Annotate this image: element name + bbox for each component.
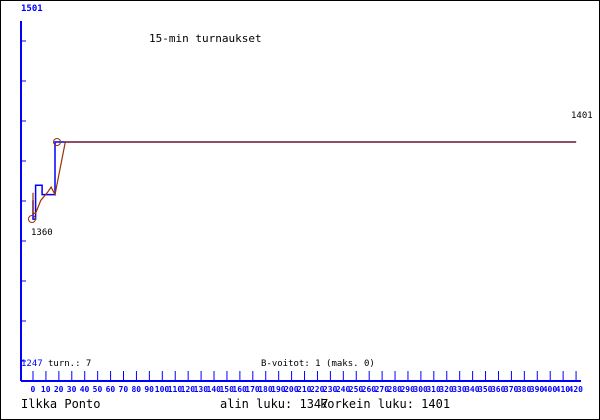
- player-name: Ilkka Ponto: [21, 397, 101, 411]
- x-tick-label: 220: [309, 385, 325, 394]
- x-tick-label: 380: [516, 385, 532, 394]
- x-tick-label: 310: [426, 385, 441, 394]
- x-tick-label: 230: [322, 385, 338, 394]
- x-tick-label: 170: [245, 385, 260, 394]
- x-tick-label: 320: [439, 385, 454, 394]
- b-wins: B-voitot: 1 (maks. 0): [261, 359, 375, 369]
- x-tick-label: 140: [206, 385, 221, 394]
- x-tick-label: 410: [555, 385, 571, 394]
- x-tick-label: 20: [53, 385, 64, 394]
- rating-line: [32, 141, 577, 220]
- x-tick-label: 60: [105, 385, 116, 394]
- x-tick-label: 420: [568, 385, 583, 394]
- x-tick-label: 160: [232, 385, 247, 394]
- x-tick-label: 400: [542, 385, 558, 394]
- x-tick-label: 370: [503, 385, 519, 394]
- x-tick-label: 260: [361, 385, 377, 394]
- lowest-rating: alin luku: 1347: [220, 397, 329, 411]
- chart-title: 15-min turnaukset: [149, 32, 262, 45]
- x-tick-label: 390: [529, 385, 545, 394]
- x-tick-label: 270: [374, 385, 390, 394]
- x-tick-label: 200: [284, 385, 299, 394]
- x-tick-label: 340: [465, 385, 480, 394]
- x-tick-label: 300: [413, 385, 428, 394]
- x-tick-label: 10: [40, 385, 51, 394]
- x-tick-label: 70: [118, 385, 129, 394]
- highest-rating: korkein luku: 1401: [320, 397, 451, 411]
- x-tick-label: 150: [219, 385, 234, 394]
- end-value-label: 1401: [571, 111, 593, 121]
- min-marker: [28, 215, 36, 223]
- x-tick-label: 30: [66, 385, 77, 394]
- max-marker: [53, 138, 61, 146]
- x-tick-label: 250: [348, 385, 364, 394]
- x-tick-label: 360: [490, 385, 506, 394]
- x-tick-label: 280: [387, 385, 402, 394]
- average-line: [32, 141, 577, 214]
- x-tick-label: 190: [271, 385, 286, 394]
- x-tick-label: 210: [297, 385, 312, 394]
- x-tick-label: 110: [167, 385, 183, 394]
- y-min-label: 1247: [21, 359, 43, 369]
- x-tick-label: 0: [30, 385, 36, 394]
- games-count: turn.: 7: [48, 359, 92, 369]
- x-tick-label: 120: [180, 385, 196, 394]
- min-value-label: 1360: [31, 228, 53, 238]
- x-tick-label: 240: [335, 385, 351, 394]
- x-tick-label: 40: [79, 385, 90, 394]
- x-tick-label: 50: [92, 385, 103, 394]
- y-max-label: 1501: [21, 4, 43, 14]
- x-tick-label: 290: [400, 385, 415, 394]
- x-tick-label: 180: [258, 385, 273, 394]
- x-tick-label: 90: [144, 385, 154, 394]
- x-tick-label: 350: [478, 385, 493, 394]
- x-tick-label: 100: [154, 385, 170, 394]
- x-tick-label: 80: [131, 385, 142, 394]
- x-tick-label: 130: [193, 385, 209, 394]
- x-tick-label: 330: [452, 385, 467, 394]
